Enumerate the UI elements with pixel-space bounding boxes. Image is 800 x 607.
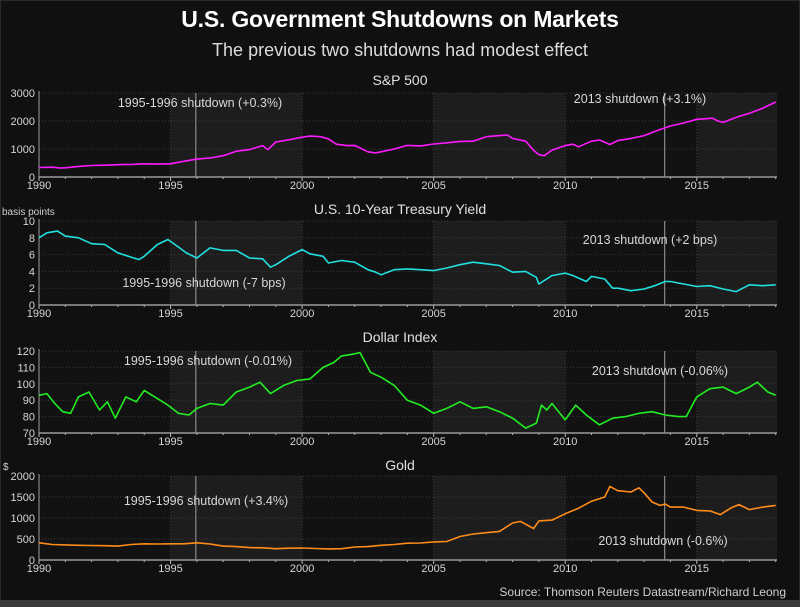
dollar-shutdown-annotation: 2013 shutdown (-0.06%): [592, 364, 728, 378]
treasury-ytick-label: 2: [29, 283, 35, 295]
treasury-xtick-label: 1995: [158, 308, 182, 320]
gold-ytick-label: 1500: [11, 492, 35, 504]
dollar-xtick-label: 2015: [685, 436, 709, 448]
gold-ytick-label: 1000: [11, 513, 35, 525]
dollar-ytick-label: 80: [23, 412, 35, 424]
gold-ytick-label: 500: [17, 534, 35, 546]
dollar-series-line: [38, 351, 777, 429]
chart-title: U.S. Government Shutdowns on Markets: [181, 6, 619, 32]
dollar-xtick-label: 2000: [290, 436, 314, 448]
treasury-shutdown-annotation: 1995-1996 shutdown (-7 bps): [122, 276, 285, 290]
dollar-plot-bg: [39, 351, 777, 433]
sp500-shaded-band: [696, 93, 777, 177]
treasury-shaded-band: [433, 221, 566, 305]
sp500-ytick-label: 1000: [11, 144, 35, 156]
dollar-xtick-label: 2010: [553, 436, 577, 448]
sp500-xtick-label: 2015: [685, 180, 709, 192]
sp500-ytick-label: 0: [29, 172, 35, 184]
dollar-xtick-label: 1990: [27, 436, 51, 448]
dollar-shaded-band: [696, 351, 777, 433]
treasury-xtick-label: 2000: [290, 308, 314, 320]
bottom-bar: [0, 600, 800, 607]
sp500-xtick-label: 1990: [27, 180, 51, 192]
sp500-xtick-label: 2000: [290, 180, 314, 192]
dollar-xtick-label: 2005: [421, 436, 445, 448]
gold-shutdown-annotation: 2013 shutdown (-0.6%): [598, 534, 727, 548]
gold-series-line: [38, 485, 776, 550]
treasury-plot-bg: [39, 221, 777, 305]
treasury-shaded-band: [170, 221, 303, 305]
treasury-xtick-label: 2005: [421, 308, 445, 320]
treasury-shutdown-annotation: 2013 shutdown (+2 bps): [583, 233, 717, 247]
gold-ytick-label: 2000: [11, 471, 35, 483]
treasury-series-line: [38, 230, 776, 293]
panel-title-gold: Gold: [385, 457, 415, 473]
gold-shutdown-annotation: 1995-1996 shutdown (+3.4%): [124, 494, 288, 508]
gold-xtick-label: 2005: [421, 563, 445, 575]
gold-shaded-band: [696, 476, 777, 560]
dollar-xtick-label: 1995: [158, 436, 182, 448]
panel-title-dollar: Dollar Index: [362, 329, 438, 345]
sp500-plot-bg: [39, 93, 777, 177]
gold-xtick-label: 2000: [290, 563, 314, 575]
gold-xtick-label: 2015: [685, 563, 709, 575]
source-credit: Source: Thomson Reuters Datastream/Richa…: [499, 585, 786, 599]
treasury-unit-label: basis points: [2, 207, 55, 218]
sp500-shutdown-annotation: 1995-1996 shutdown (+0.3%): [118, 96, 282, 110]
sp500-xtick-label: 2010: [553, 180, 577, 192]
treasury-xtick-label: 2010: [553, 308, 577, 320]
dollar-ytick-label: 70: [23, 428, 35, 440]
gold-xtick-label: 2010: [553, 563, 577, 575]
sp500-xtick-label: 1995: [158, 180, 182, 192]
treasury-xtick-label: 2015: [685, 308, 709, 320]
dollar-shaded-band: [433, 351, 566, 433]
dollar-shutdown-annotation: 1995-1996 shutdown (-0.01%): [124, 354, 292, 368]
dollar-ytick-label: 90: [23, 395, 35, 407]
gold-xtick-label: 1995: [158, 563, 182, 575]
sp500-series-line: [38, 101, 777, 169]
treasury-xtick-label: 1990: [27, 308, 51, 320]
sp500-shutdown-annotation: 2013 shutdown (+3.1%): [574, 92, 706, 106]
sp500-shaded-band: [170, 93, 303, 177]
treasury-ytick-label: 6: [29, 250, 35, 262]
gold-xtick-label: 1990: [27, 563, 51, 575]
treasury-ytick-label: 4: [29, 266, 35, 278]
treasury-ytick-label: 8: [29, 233, 35, 245]
sp500-ytick-label: 2000: [11, 116, 35, 128]
sp500-xtick-label: 2005: [421, 180, 445, 192]
treasury-ytick-label: 0: [29, 300, 35, 312]
dollar-ytick-label: 120: [17, 346, 35, 358]
gold-unit-label: $: [3, 462, 9, 473]
sp500-ytick-label: 3000: [11, 88, 35, 100]
treasury-ytick-label: 10: [23, 216, 35, 228]
chart-subtitle: The previous two shutdowns had modest ef…: [212, 40, 588, 60]
dollar-ytick-label: 100: [17, 379, 35, 391]
gold-ytick-label: 0: [29, 555, 35, 567]
panel-title-treasury: U.S. 10-Year Treasury Yield: [313, 201, 487, 217]
dollar-ytick-label: 110: [17, 362, 35, 374]
panel-title-sp500: S&P 500: [372, 72, 428, 88]
